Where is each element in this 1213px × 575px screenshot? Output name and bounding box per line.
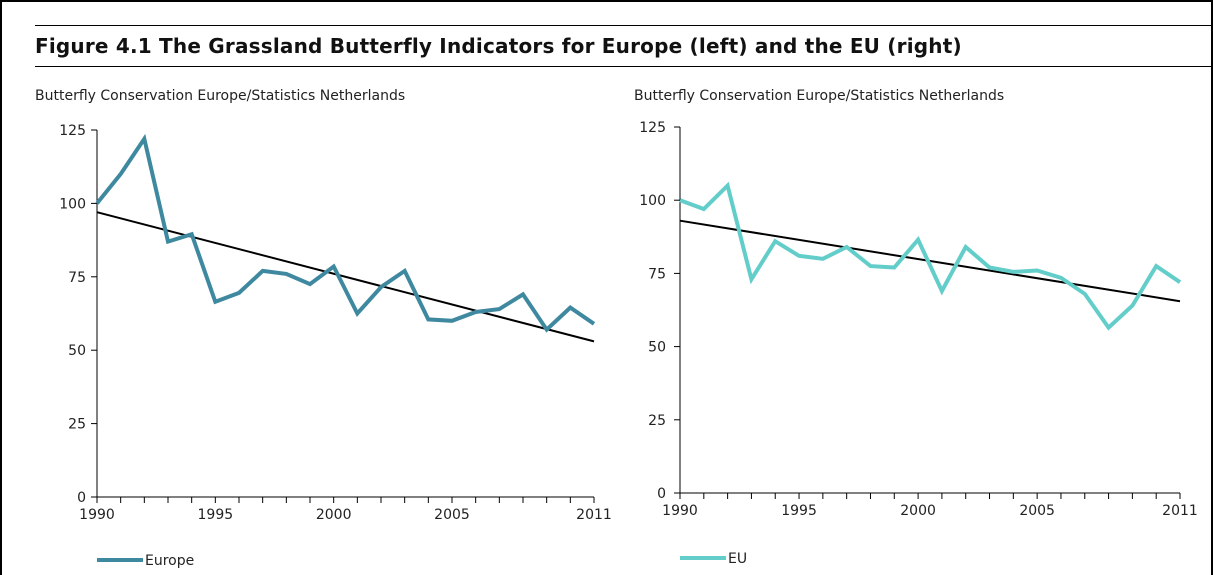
x-tick-label: 2011	[1162, 503, 1198, 519]
x-tick-label: 2000	[900, 503, 936, 519]
europe-chart: Butterfly Conservation Europe/Statistics…	[35, 88, 612, 569]
y-tick-label: 75	[68, 270, 86, 286]
x-tick-label: 2005	[1019, 503, 1055, 519]
source-text: Butterfly Conservation Europe/Statistics…	[634, 88, 1004, 104]
y-tick-label: 75	[648, 266, 666, 282]
y-tick-label: 50	[648, 340, 666, 356]
x-tick-label: 2000	[316, 507, 352, 523]
x-tick-label: 1995	[198, 507, 234, 523]
legend-label: EU	[728, 551, 747, 567]
x-tick-label: 2011	[576, 507, 612, 523]
x-tick-label: 1995	[781, 503, 817, 519]
trend-line	[96, 211, 595, 343]
title-bottom-rule	[35, 66, 1211, 67]
source-text: Butterfly Conservation Europe/Statistics…	[35, 88, 405, 104]
series-line-europe	[95, 133, 596, 333]
figure-title: Figure 4.1 The Grassland Butterfly Indic…	[35, 34, 962, 58]
y-tick-label: 125	[59, 123, 86, 139]
y-tick-label: 25	[68, 417, 86, 433]
y-tick-label: 125	[639, 120, 666, 136]
x-tick-label: 1990	[662, 503, 698, 519]
y-tick-label: 100	[59, 196, 86, 212]
y-tick-label: 100	[639, 193, 666, 209]
y-tick-label: 50	[68, 343, 86, 359]
x-tick-label: 2005	[434, 507, 470, 523]
legend-label: Europe	[145, 553, 194, 569]
y-tick-label: 0	[657, 486, 666, 502]
x-tick-label: 1990	[79, 507, 115, 523]
title-top-rule	[35, 25, 1211, 26]
series-line-eu	[679, 181, 1182, 331]
y-tick-label: 25	[648, 413, 666, 429]
eu-chart: Butterfly Conservation Europe/Statistics…	[634, 88, 1198, 567]
y-tick-label: 0	[77, 490, 86, 506]
